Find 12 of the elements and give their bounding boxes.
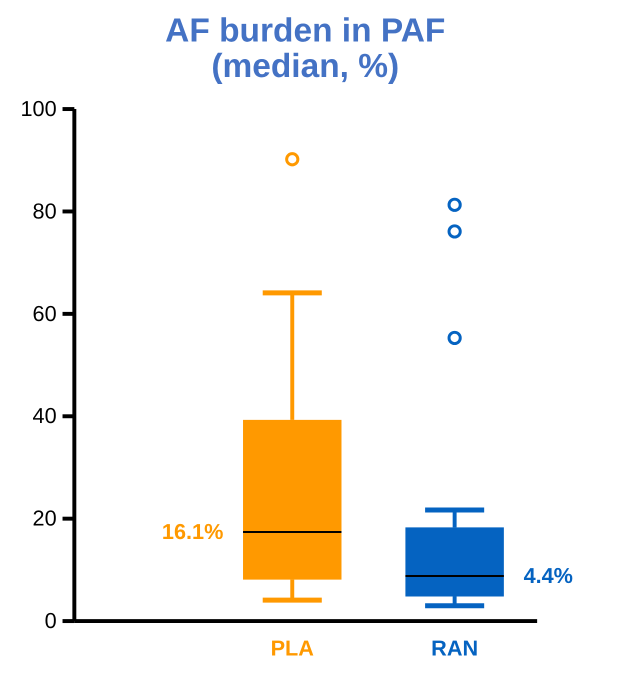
- y-tick-label: 80: [32, 198, 57, 224]
- x-tick-label: RAN: [431, 636, 478, 661]
- y-tick-label: 20: [32, 506, 57, 531]
- y-tick-label: 40: [32, 403, 57, 428]
- text: AF burden in PAF: [165, 12, 446, 50]
- y-tick-label: 100: [20, 96, 57, 121]
- x-tick-label: PLA: [270, 636, 314, 661]
- text: (median, %): [211, 48, 400, 86]
- annotation: 4.4%: [524, 562, 573, 588]
- y-tick-label: 60: [32, 300, 57, 326]
- y-tick-label: 0: [44, 608, 57, 633]
- annotation: 16.1%: [162, 518, 224, 544]
